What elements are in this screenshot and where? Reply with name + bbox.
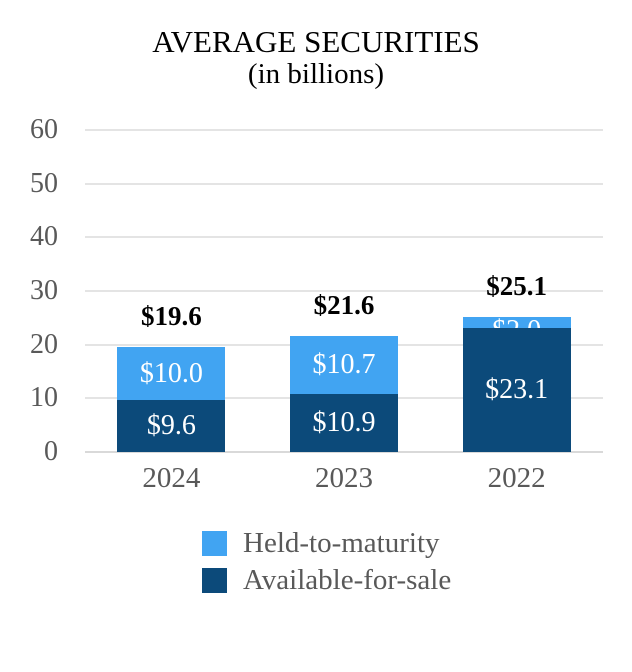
y-tick-label-60: 60 <box>30 114 58 145</box>
bar-2024-total-label: $19.6 <box>140 300 202 331</box>
gridline-30 <box>85 290 603 292</box>
bar-2024-segment-label-1: $9.6 <box>146 410 196 442</box>
bar-2022-segment-1 <box>462 328 571 452</box>
bar-2023: $10.7 $10.9 <box>290 336 398 452</box>
legend-swatch-available-for-sale-icon <box>202 568 227 593</box>
y-tick-label-10: 10 <box>30 382 58 414</box>
bar-2022-segment-0 <box>462 317 571 329</box>
bar-2024-segment-0 <box>117 346 226 401</box>
bar-2023-segment-1 <box>290 393 398 452</box>
bar-2024-segment-label-0: $10.0 <box>139 357 203 389</box>
gridline-40 <box>85 236 603 239</box>
y-tick-label-40: 40 <box>30 221 58 253</box>
bar-2024-segment-1 <box>117 400 226 452</box>
x-tick-label-2024: 2024 <box>142 462 201 494</box>
bar-2023-total-label: $21.6 <box>313 290 375 321</box>
legend-label-held-to-maturity: Held-to-maturity <box>243 527 440 559</box>
legend: Held-to-maturity Available-for-sale <box>202 527 452 605</box>
bar-2023-segment-0 <box>290 336 398 394</box>
bar-2022-total-label: $25.1 <box>486 271 548 302</box>
chart-subtitle: (in billions) <box>247 58 385 90</box>
bar-2022-segment-label-1: $23.1 <box>485 374 549 405</box>
y-tick-label-30: 30 <box>30 275 58 306</box>
plot-area: $10.0$9.6$19.6$10.7$10.9$21.6$2.0$23.1$2… <box>85 129 603 453</box>
bar-2022: $2.0$23.1 <box>462 317 571 452</box>
bar-2023-segment-label-1: $10.9 <box>312 406 376 438</box>
x-tick-label-2022: 2022 <box>487 462 546 494</box>
chart-title: AVERAGE SECURITIES <box>152 24 480 59</box>
legend-item-available-for-sale: Available-for-sale <box>202 564 452 596</box>
legend-label-available-for-sale: Available-for-sale <box>243 564 452 596</box>
x-axis-line <box>85 451 603 453</box>
gridline-50 <box>85 182 603 185</box>
y-tick-label-20: 20 <box>30 328 58 360</box>
legend-item-held-to-maturity: Held-to-maturity <box>202 527 451 559</box>
bar-2024: $10.0 $9.6 <box>117 346 226 452</box>
x-tick-label-2023: 2023 <box>315 462 373 494</box>
y-tick-label-50: 50 <box>30 167 58 199</box>
legend-swatch-held-to-maturity-icon <box>202 531 227 556</box>
bar-2023-segment-label-0: $10.7 <box>312 348 376 380</box>
gridline-60 <box>85 129 603 131</box>
y-tick-label-0: 0 <box>44 436 58 467</box>
